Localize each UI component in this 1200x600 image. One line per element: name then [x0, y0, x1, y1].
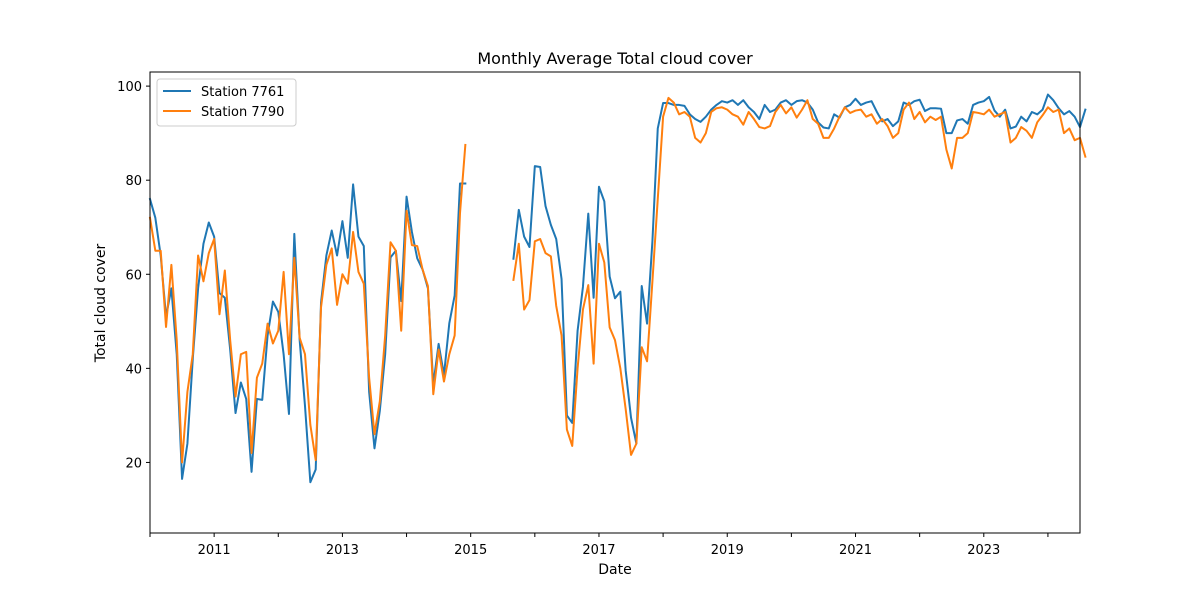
y-tick-label: 40: [125, 362, 142, 377]
x-tick-label: 2019: [711, 543, 744, 558]
x-tick-label: 2011: [198, 543, 231, 558]
x-tick-label: 2021: [839, 543, 872, 558]
series-line-station-7761-segment-1: [148, 182, 467, 484]
y-tick-label: 100: [117, 80, 142, 95]
plot-frame: [149, 71, 1081, 534]
x-tick-label: 2023: [967, 543, 1000, 558]
series-line-station-7761-segment-2: [512, 93, 1087, 445]
y-tick-label: 80: [125, 174, 142, 189]
y-tick-label: 60: [125, 268, 142, 283]
legend-label-station-7790: Station 7790: [201, 105, 284, 120]
x-axis-label: Date: [598, 562, 631, 578]
legend-label-station-7761: Station 7761: [201, 85, 284, 100]
legend-box: [156, 78, 297, 127]
x-tick-label: 2013: [326, 543, 359, 558]
x-tick-label: 2015: [454, 543, 487, 558]
chart-title: Monthly Average Total cloud cover: [477, 49, 753, 68]
series-line-station-7790-segment-2: [512, 96, 1087, 456]
legend: Station 7761 Station 7790: [156, 78, 297, 127]
plot-area: [148, 93, 1087, 484]
series-line-station-7790-segment-1: [148, 143, 467, 464]
y-axis-label: Total cloud cover: [93, 244, 109, 364]
y-tick-label: 20: [125, 456, 142, 471]
x-tick-label: 2017: [582, 543, 615, 558]
axes: 20 40 60 80 100 2011 2013 2015 2017 2019 2021 2023: [117, 80, 1049, 558]
